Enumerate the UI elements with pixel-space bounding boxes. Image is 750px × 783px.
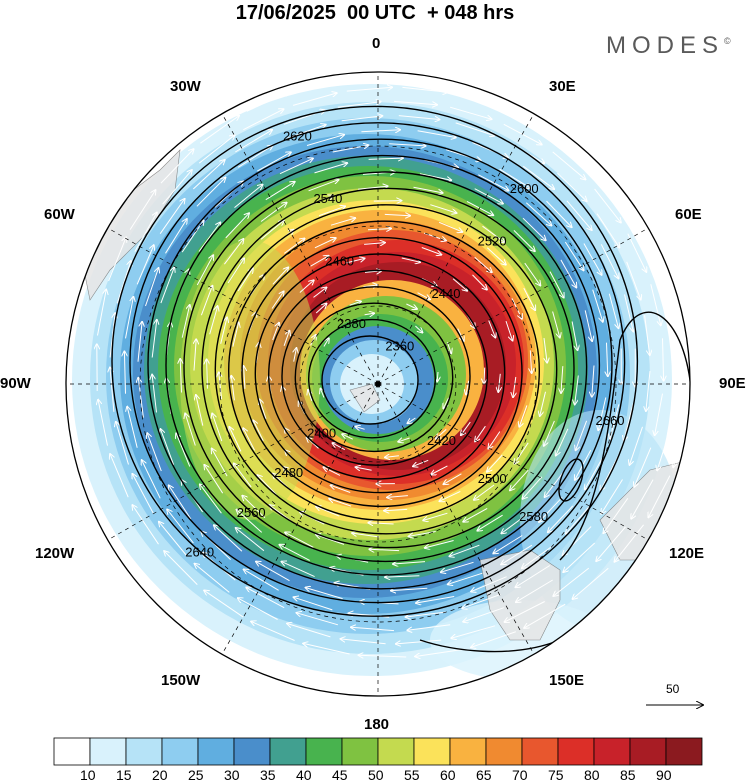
lon-label-60e: 60E (675, 206, 702, 223)
colorbar-swatch (522, 738, 558, 765)
colorbar-swatch (234, 738, 270, 765)
colorbar-label: 15 (116, 767, 132, 783)
colorbar-swatch (342, 738, 378, 765)
lon-label-60w: 60W (44, 206, 75, 223)
colorbar-label: 50 (368, 767, 384, 783)
contour-label: 2620 (283, 129, 312, 144)
colorbar-label: 25 (188, 767, 204, 783)
contour-label: 2480 (274, 465, 303, 480)
contour-label: 2520 (478, 233, 507, 248)
lon-label-180: 180 (364, 716, 389, 733)
colorbar-label: 20 (152, 767, 168, 783)
lon-label-120w: 120W (35, 545, 74, 562)
colorbar-swatch (630, 738, 666, 765)
colorbar-label: 45 (332, 767, 348, 783)
colorbar-swatch (594, 738, 630, 765)
lon-label-90e: 90E (719, 375, 746, 392)
colorbar-swatch (54, 738, 90, 765)
contour-label: 2440 (432, 286, 461, 301)
contour-label: 2360 (385, 339, 414, 354)
colorbar-swatch (162, 738, 198, 765)
colorbar-swatch (270, 738, 306, 765)
streamline-arrow (484, 368, 485, 384)
lon-label-30w: 30W (170, 78, 201, 95)
colorbar-label: 80 (584, 767, 600, 783)
colorbar-swatch (198, 738, 234, 765)
contour-label: 2400 (307, 426, 336, 441)
contour-label: 2660 (596, 413, 625, 428)
contour-label: 2380 (337, 316, 366, 331)
colorbar-label: 75 (548, 767, 564, 783)
colorbar-swatch (486, 738, 522, 765)
colorbar-label: 85 (620, 767, 636, 783)
lon-label-30e: 30E (549, 78, 576, 95)
contour-label: 2500 (478, 471, 507, 486)
contour-label: 2560 (237, 505, 266, 520)
lon-label-150w: 150W (161, 672, 200, 689)
reference-vector-label: 50 (666, 682, 679, 696)
colorbar-swatch (378, 738, 414, 765)
colorbar-label: 40 (296, 767, 312, 783)
colorbar-label: 35 (260, 767, 276, 783)
colorbar-label: 10 (80, 767, 96, 783)
lon-label-150e: 150E (549, 672, 584, 689)
colorbar-label: 60 (440, 767, 456, 783)
contour-label: 2640 (185, 544, 214, 559)
colorbar-swatch (450, 738, 486, 765)
colorbar-label: 30 (224, 767, 240, 783)
south-pole-marker (375, 381, 381, 387)
colorbar-swatch (558, 738, 594, 765)
contour-label: 2540 (313, 191, 342, 206)
colorbar-label: 70 (512, 767, 528, 783)
colorbar-swatch (666, 738, 702, 765)
lon-label-90w: 90W (0, 375, 31, 392)
colorbar-swatch (126, 738, 162, 765)
colorbar-label: 90 (656, 767, 672, 783)
colorbar-swatch (90, 738, 126, 765)
colorbar-swatch (306, 738, 342, 765)
contour-label: 2600 (510, 181, 539, 196)
lon-label-120e: 120E (669, 545, 704, 562)
lon-label-0: 0 (372, 35, 380, 52)
colorbar (54, 738, 702, 765)
contour-label: 2460 (325, 253, 354, 268)
colorbar-swatch (414, 738, 450, 765)
contour-label: 2580 (519, 509, 548, 524)
colorbar-label: 55 (404, 767, 420, 783)
colorbar-label: 65 (476, 767, 492, 783)
streamline-arrow (374, 201, 402, 202)
contour-label: 2420 (427, 433, 456, 448)
